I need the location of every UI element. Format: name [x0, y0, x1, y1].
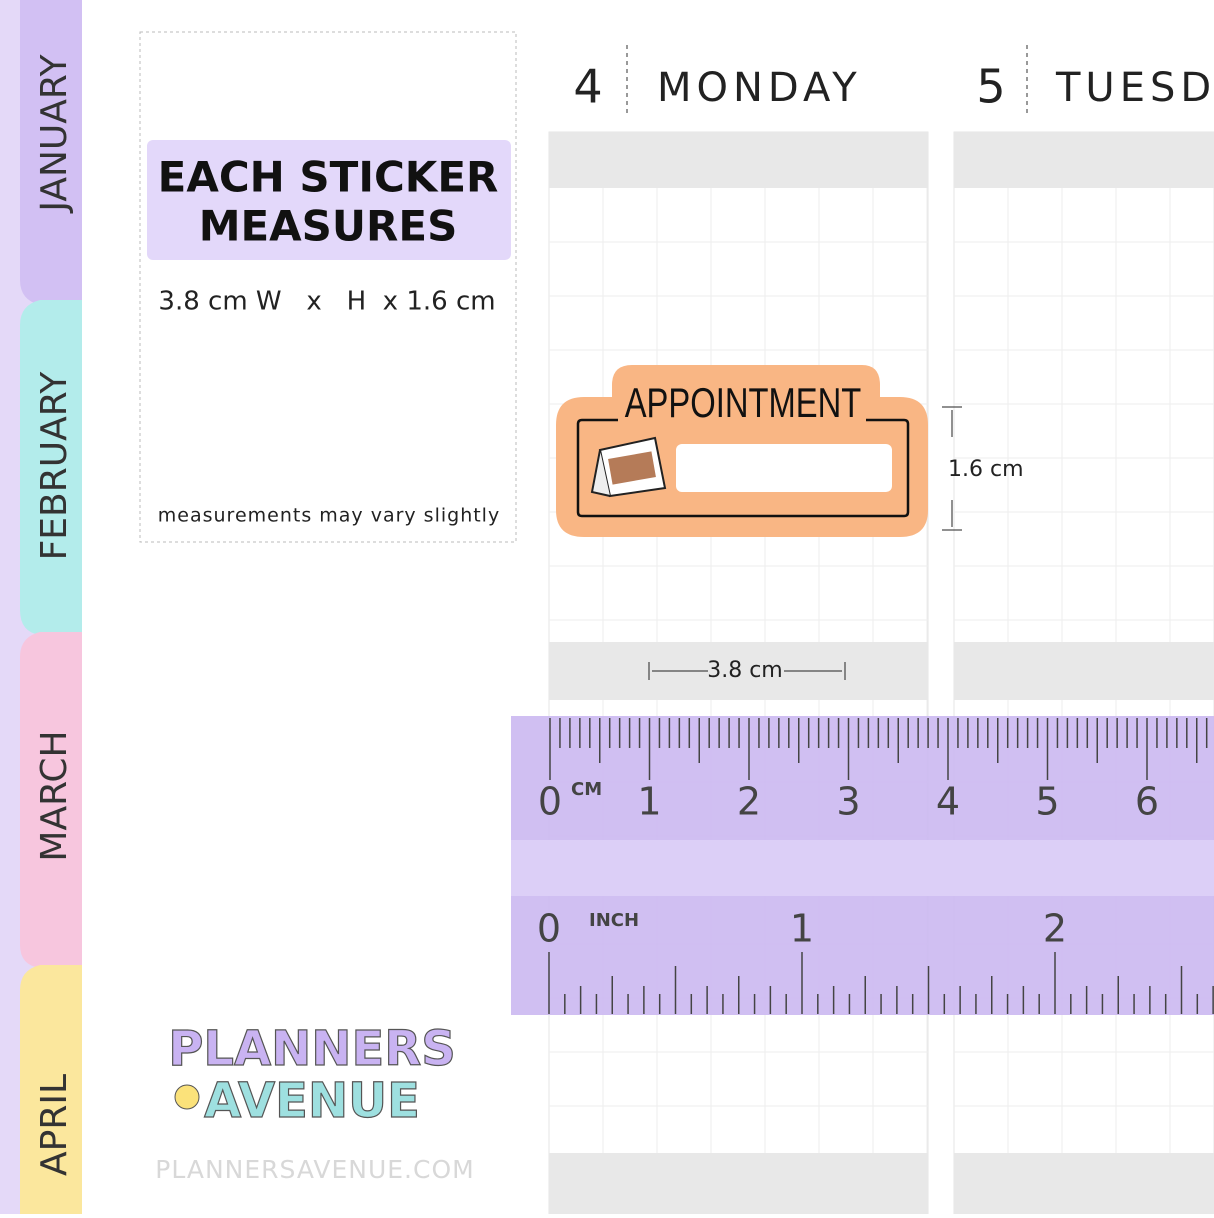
header-band — [954, 1153, 1214, 1214]
sticker: APPOINTMENT — [556, 365, 928, 537]
card-size: 3.8 cm W x H x 1.6 cm — [158, 287, 495, 317]
height-label: 1.6 cm — [948, 457, 1024, 482]
tab-label: JANUARY — [34, 53, 75, 213]
footer-url: PLANNERSAVENUE.COM — [155, 1155, 474, 1184]
cm-label: 1 — [637, 780, 661, 824]
day-number: 5 — [976, 60, 1005, 114]
cm-label: 2 — [737, 780, 761, 824]
inch-label: 0 — [537, 907, 561, 951]
cm-unit: CM — [571, 779, 602, 800]
day-name: MONDAY — [657, 65, 862, 111]
inch-unit: INCH — [589, 910, 639, 931]
width-dim — [648, 662, 846, 680]
inch-label: 1 — [790, 907, 814, 951]
tab-label: APRIL — [34, 1074, 75, 1176]
header-band — [954, 132, 1214, 188]
tab — [20, 965, 82, 1214]
cm-label: 5 — [1035, 780, 1059, 824]
cm-label: 4 — [936, 780, 960, 824]
logo: AVENUE — [204, 1073, 420, 1129]
tab-label: FEBRUARY — [34, 371, 75, 561]
day-name: TUESD — [1055, 65, 1214, 111]
tab — [20, 300, 82, 635]
logo: PLANNERS — [168, 1021, 456, 1077]
cm-label: 6 — [1135, 780, 1159, 824]
sticker-frame — [576, 418, 910, 518]
header-band — [549, 1153, 928, 1214]
header-band — [549, 642, 928, 700]
inch-label: 2 — [1043, 907, 1067, 951]
cm-label: 0 — [538, 780, 562, 824]
height-dim — [942, 406, 962, 531]
header-band — [954, 642, 1214, 700]
ruler-middle — [511, 840, 1214, 896]
card — [139, 31, 517, 543]
cm-label: 3 — [836, 780, 860, 824]
sticker-label: APPOINTMENT — [625, 379, 862, 426]
logo-sun — [174, 1084, 200, 1110]
tab — [20, 632, 82, 968]
card-title: EACH STICKER — [158, 153, 499, 202]
tab-label: MARCH — [34, 730, 75, 861]
day-number: 4 — [573, 60, 602, 114]
header-band — [549, 132, 928, 188]
card-title: MEASURES — [199, 202, 458, 251]
calendar-icon — [590, 436, 667, 498]
card-note: measurements may vary slightly — [158, 505, 500, 527]
write-box — [676, 444, 892, 492]
tab — [20, 0, 82, 305]
width-label: 3.8 cm — [707, 658, 783, 683]
card-title-box — [147, 140, 511, 260]
